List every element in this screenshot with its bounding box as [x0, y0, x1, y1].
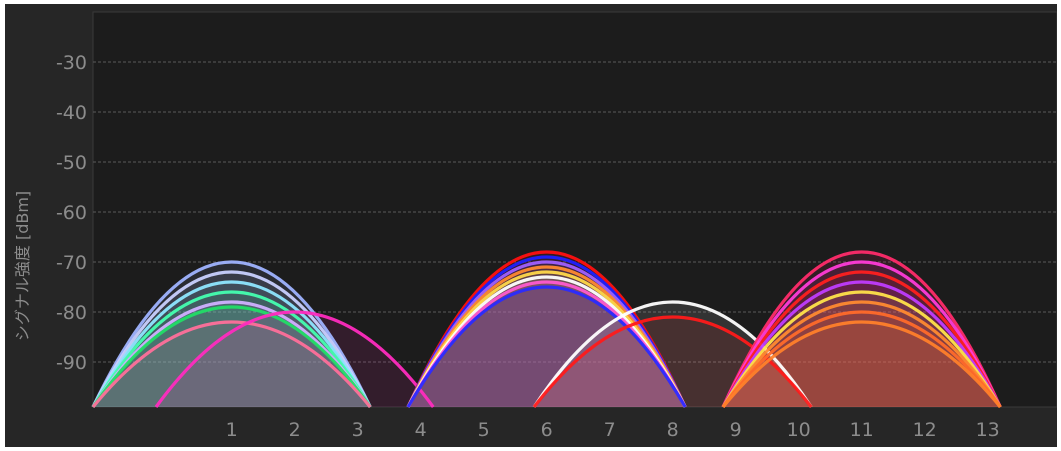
series-areas: [93, 252, 1001, 407]
y-tick-label: -70: [56, 252, 87, 274]
series-curve: [91, 270, 372, 408]
y-axis-label: シグナル強度 [dBm]: [13, 191, 32, 341]
y-tick-label: -90: [56, 352, 87, 374]
series-curve: [91, 320, 372, 409]
series-curve: [406, 285, 687, 408]
y-tick-labels: -30 -40 -50 -60 -70 -80 -90: [56, 52, 87, 374]
y-tick-label: -30: [56, 52, 87, 74]
x-tick-label: 11: [850, 419, 874, 441]
chart-frame: -30 -40 -50 -60 -70 -80 -90 1 2 3 4 5 6 7 8 9 10 11 12 13 …: [5, 4, 1057, 447]
y-tick-label: -40: [56, 102, 87, 124]
y-tick-label: -50: [56, 152, 87, 174]
x-tick-label: 12: [913, 419, 937, 441]
x-tick-label: 2: [289, 419, 301, 441]
series-curve: [721, 250, 1002, 408]
wifi-channel-chart: -30-40-50-60-70-80-90 1 2 3 4 5 6 7 8 9 10 11 12 13 …: [13, 11, 1057, 441]
y-tick-label: -80: [56, 302, 87, 324]
plot-area: [92, 11, 1057, 408]
series-curve: [721, 260, 1002, 408]
series-curve: [721, 270, 1002, 408]
series-curves: [91, 250, 1002, 409]
series-curve: [91, 305, 372, 408]
series-curve: [721, 300, 1002, 408]
series-curve: [721, 310, 1002, 408]
series-curve: [721, 320, 1002, 409]
x-tick-label: 10: [787, 419, 811, 441]
x-tick-label: 8: [667, 419, 679, 441]
series-curve: [721, 290, 1002, 408]
x-tick-label: 5: [478, 419, 490, 441]
series-curve: [154, 310, 435, 408]
x-tick-label: 6: [541, 419, 553, 441]
x-tick-label: 3: [352, 419, 364, 441]
series-curve: [721, 280, 1002, 408]
series-curve: [91, 260, 372, 408]
x-tick-label: 7: [604, 419, 616, 441]
x-tick-label: 9: [730, 419, 742, 441]
x-tick-label: 4: [415, 419, 427, 441]
x-tick-labels: 1 2 3 4 5 6 7 8 9 10 11 12 13: [226, 419, 1000, 441]
series-curve: [532, 315, 813, 408]
series-curve: [91, 290, 372, 408]
series-curve: [91, 280, 372, 408]
x-tick-label: 13: [976, 419, 1000, 441]
y-tick-label: -60: [56, 202, 87, 224]
x-tick-label: 1: [226, 419, 238, 441]
